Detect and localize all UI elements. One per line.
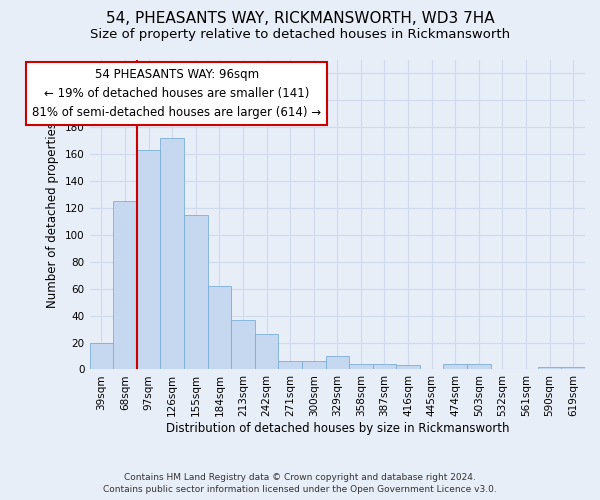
Bar [326,356,349,370]
Bar [396,366,420,370]
Bar [89,342,113,369]
Bar [255,334,278,370]
Bar [302,362,326,370]
Text: 54, PHEASANTS WAY, RICKMANSWORTH, WD3 7HA: 54, PHEASANTS WAY, RICKMANSWORTH, WD3 7H… [106,11,494,26]
Bar [160,138,184,370]
Text: Contains HM Land Registry data © Crown copyright and database right 2024.
Contai: Contains HM Land Registry data © Crown c… [103,472,497,494]
Bar [443,364,467,370]
Bar [278,362,302,370]
Y-axis label: Number of detached properties: Number of detached properties [46,122,59,308]
Bar [137,150,160,370]
X-axis label: Distribution of detached houses by size in Rickmansworth: Distribution of detached houses by size … [166,422,509,435]
Bar [231,320,255,370]
Text: 54 PHEASANTS WAY: 96sqm
← 19% of detached houses are smaller (141)
81% of semi-d: 54 PHEASANTS WAY: 96sqm ← 19% of detache… [32,68,322,119]
Text: Size of property relative to detached houses in Rickmansworth: Size of property relative to detached ho… [90,28,510,41]
Bar [562,367,585,370]
Bar [349,364,373,370]
Bar [538,367,562,370]
Bar [373,364,396,370]
Bar [113,202,137,370]
Bar [467,364,491,370]
Bar [208,286,231,370]
Bar [184,214,208,370]
